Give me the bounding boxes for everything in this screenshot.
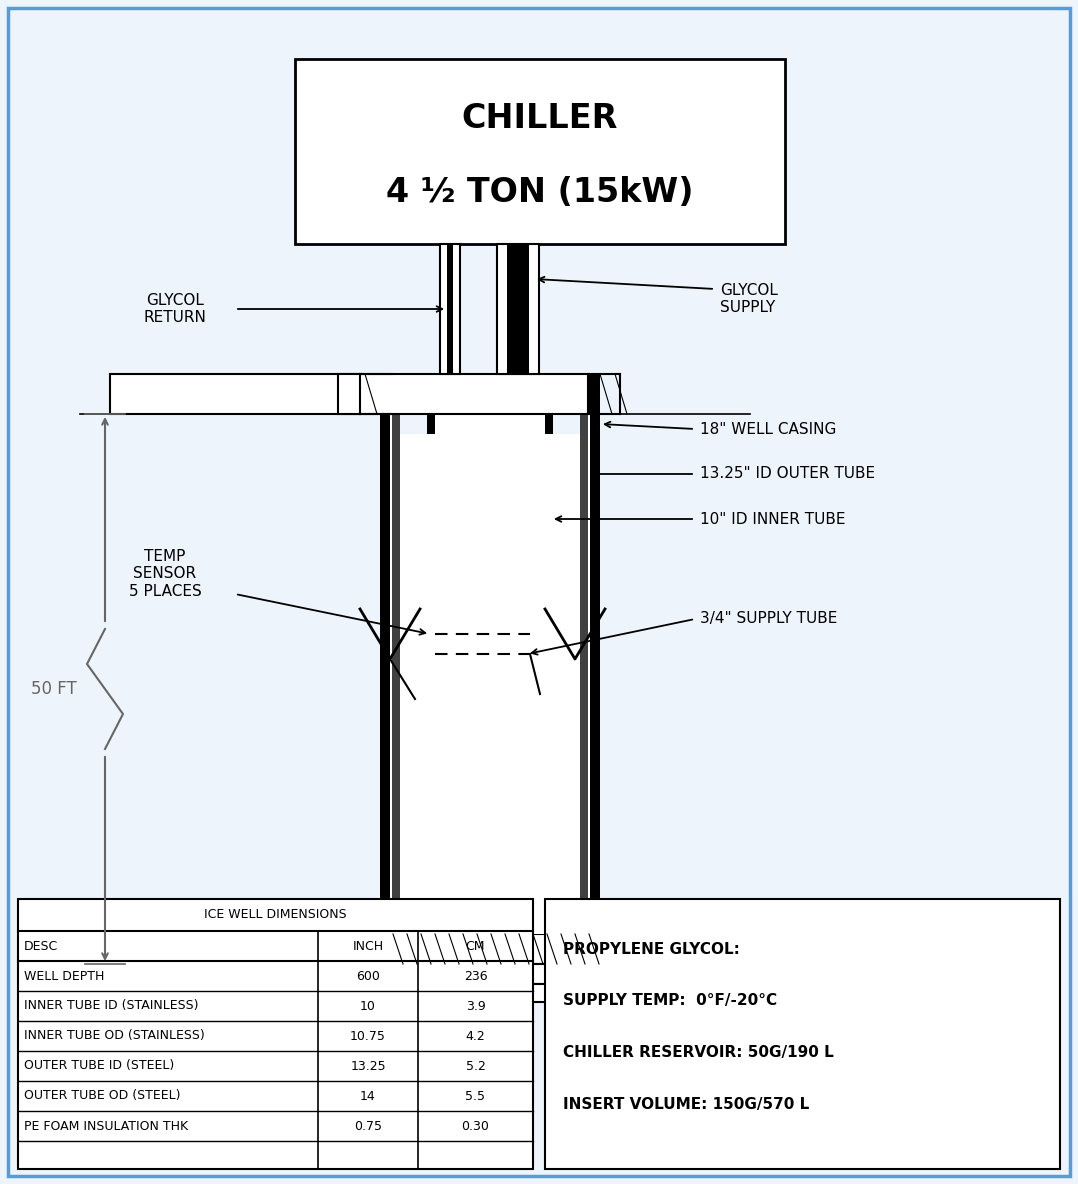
Text: DESC: DESC — [24, 939, 58, 952]
Text: 4 ½ TON (15kW): 4 ½ TON (15kW) — [386, 175, 694, 208]
Bar — [545, 379, 553, 909]
Bar — [588, 414, 600, 934]
Bar — [381, 414, 392, 934]
Text: CM: CM — [466, 939, 485, 952]
Bar — [427, 379, 436, 909]
Bar — [507, 244, 529, 374]
Text: CHILLER RESERVOIR: 50G/190 L: CHILLER RESERVOIR: 50G/190 L — [563, 1045, 833, 1061]
Text: 18" WELL CASING: 18" WELL CASING — [700, 422, 837, 437]
Text: 5.2: 5.2 — [466, 1060, 485, 1073]
Bar — [18, 899, 533, 1169]
Text: INSERT VOLUME: 150G/570 L: INSERT VOLUME: 150G/570 L — [563, 1098, 810, 1113]
Text: 5.5: 5.5 — [466, 1089, 485, 1102]
Text: 4.2: 4.2 — [466, 1030, 485, 1042]
Text: WELL DEPTH: WELL DEPTH — [24, 970, 105, 983]
Text: SUPPLY TEMP:  0°F/-20°C: SUPPLY TEMP: 0°F/-20°C — [563, 993, 777, 1009]
Text: 13.25: 13.25 — [350, 1060, 386, 1073]
Text: ICE WELL DIMENSIONS: ICE WELL DIMENSIONS — [204, 908, 347, 921]
Bar — [515, 459, 525, 909]
Text: CHILLER: CHILLER — [461, 102, 618, 135]
Bar — [390, 384, 400, 934]
Text: 0.75: 0.75 — [354, 1120, 382, 1133]
Bar — [390, 414, 392, 934]
Bar — [440, 244, 460, 374]
Text: 10: 10 — [360, 999, 376, 1012]
Text: 3/4" SUPPLY TUBE: 3/4" SUPPLY TUBE — [700, 611, 838, 626]
Text: PE FOAM INSULATION THK: PE FOAM INSULATION THK — [24, 1120, 189, 1133]
Bar — [580, 384, 590, 934]
Text: GLYCOL
SUPPLY: GLYCOL SUPPLY — [720, 283, 778, 315]
Bar — [338, 374, 588, 414]
Text: 3.9: 3.9 — [466, 999, 485, 1012]
Text: 13.25" ID OUTER TUBE: 13.25" ID OUTER TUBE — [700, 466, 875, 482]
Bar — [395, 984, 585, 1002]
Bar — [447, 244, 453, 374]
Text: PROPYLENE GLYCOL:: PROPYLENE GLYCOL: — [563, 941, 740, 957]
Text: 50 FT: 50 FT — [31, 680, 77, 699]
Text: OUTER TUBE OD (STEEL): OUTER TUBE OD (STEEL) — [24, 1089, 180, 1102]
Text: TEMP
SENSOR
5 PLACES: TEMP SENSOR 5 PLACES — [128, 549, 202, 599]
Text: 600: 600 — [356, 970, 379, 983]
Text: GLYCOL
RETURN: GLYCOL RETURN — [143, 292, 207, 326]
Text: INNER TUBE ID (STAINLESS): INNER TUBE ID (STAINLESS) — [24, 999, 198, 1012]
Text: INCH: INCH — [353, 939, 384, 952]
Bar — [588, 374, 600, 414]
Bar — [436, 379, 545, 909]
Bar — [390, 934, 590, 964]
Bar — [382, 964, 598, 984]
Bar — [588, 414, 590, 934]
Bar — [497, 244, 539, 374]
Bar — [110, 374, 360, 414]
Text: 0.30: 0.30 — [461, 1120, 489, 1133]
Bar — [295, 59, 785, 244]
Text: INNER TUBE OD (STAINLESS): INNER TUBE OD (STAINLESS) — [24, 1030, 205, 1042]
Text: 10" ID INNER TUBE: 10" ID INNER TUBE — [700, 511, 845, 527]
Text: OUTER TUBE ID (STEEL): OUTER TUBE ID (STEEL) — [24, 1060, 175, 1073]
Text: 14: 14 — [360, 1089, 376, 1102]
Bar — [545, 899, 1060, 1169]
Text: 10.75: 10.75 — [350, 1030, 386, 1042]
Bar — [400, 435, 580, 934]
Text: 236: 236 — [464, 970, 487, 983]
Bar — [381, 374, 392, 414]
